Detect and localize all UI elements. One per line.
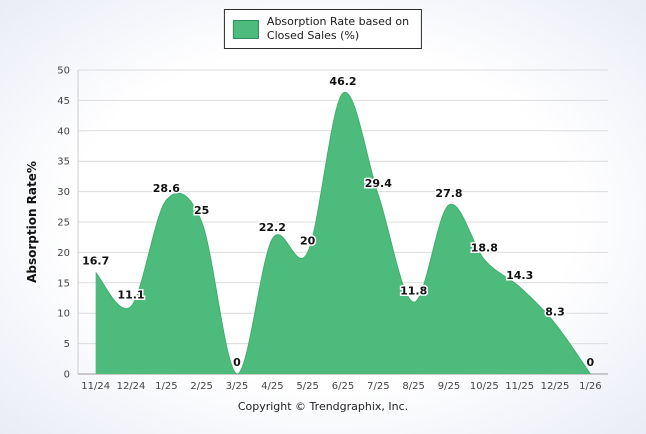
data-label: 27.8: [435, 187, 462, 200]
x-tick-label: 1/25: [155, 381, 177, 392]
y-tick-label: 40: [57, 126, 70, 137]
area-series-line: [95, 91, 591, 375]
data-label: 0: [587, 356, 595, 369]
x-tick-label: 10/25: [470, 381, 499, 392]
x-tick-label: 11/24: [81, 381, 110, 392]
legend-label: Absorption Rate based on Closed Sales (%…: [267, 15, 409, 43]
y-tick-label: 20: [57, 248, 70, 259]
absorption-rate-area-chart: 0 5 10 15 20 25 30 35 40 45 50 11/24 12/24 1/25 2/25 3/…: [57, 66, 608, 392]
y-tick-label: 25: [57, 218, 70, 229]
data-label: 14.3: [506, 269, 533, 282]
legend-label-line1: Absorption Rate based on: [266, 15, 410, 28]
y-tick-label: 50: [57, 66, 70, 77]
x-tick-label: 4/25: [261, 381, 283, 392]
legend-swatch: [232, 19, 259, 39]
x-tick-label: 12/24: [117, 381, 146, 392]
data-label: 22.2: [259, 221, 286, 234]
x-tick-label: 6/25: [332, 381, 354, 392]
x-tick-label: 1/26: [579, 381, 601, 392]
data-label: 46.2: [329, 75, 356, 88]
y-tick-label: 5: [64, 339, 70, 350]
x-tick-label: 5/25: [296, 381, 318, 392]
data-label: 0: [233, 356, 241, 369]
x-tick-label: 12/25: [541, 381, 570, 392]
data-label: 29.4: [365, 177, 392, 190]
x-tick-label: 8/25: [402, 381, 424, 392]
y-tick-label: 35: [57, 157, 70, 168]
chart-area: 0 5 10 15 20 25 30 35 40 45 50 11/24 12/24 1/25 2/25 3/…: [0, 50, 646, 395]
data-label: 18.8: [471, 242, 498, 255]
legend-label-line2: Closed Sales (%): [266, 29, 360, 42]
data-label: 11.1: [117, 289, 144, 302]
chart-legend: Absorption Rate based on Closed Sales (%…: [223, 9, 423, 49]
x-tick-label: 7/25: [367, 381, 389, 392]
area-series-fill: [95, 92, 591, 374]
y-tick-label: 30: [57, 187, 70, 198]
data-label: 8.3: [545, 306, 565, 319]
x-tick-label: 3/25: [226, 381, 248, 392]
x-tick-label: 2/25: [190, 381, 212, 392]
data-label: 16.7: [82, 254, 109, 267]
copyright-text: Copyright © Trendgraphix, Inc.: [237, 400, 409, 413]
y-tick-label: 10: [57, 309, 70, 320]
y-tick-label: 15: [57, 278, 70, 289]
x-tick-label: 11/25: [505, 381, 534, 392]
data-label: 20: [300, 234, 316, 247]
y-tick-label: 0: [64, 370, 70, 381]
x-tick-label: 9/25: [438, 381, 460, 392]
data-label: 11.8: [400, 284, 427, 297]
data-label: 25: [194, 204, 209, 217]
y-tick-label: 45: [57, 96, 70, 107]
data-label: 28.6: [153, 182, 180, 195]
